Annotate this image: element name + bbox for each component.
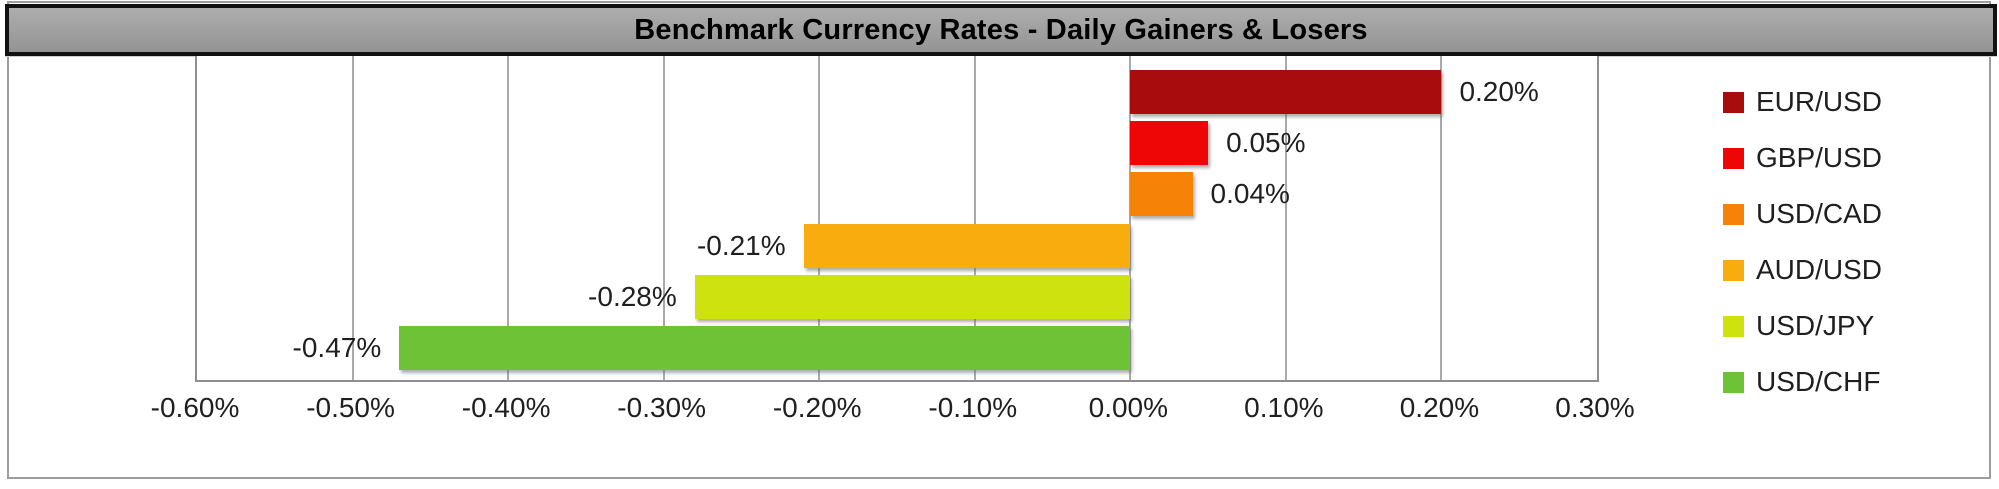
gridline--0.10 (973, 56, 976, 380)
bar-value-label-gbp-usd: 0.05% (1226, 127, 1306, 159)
x-axis: -0.60% -0.50% -0.40% -0.30% -0.20% -0.10% 0.00… (151, 392, 1635, 432)
legend-item-usd-jpy: USD/JPY (1723, 298, 1978, 354)
x-tick-label-0.10: 0.10% (1244, 392, 1324, 423)
legend-swatch-icon (1723, 371, 1744, 393)
legend-item-usd-chf: USD/CHF (1723, 354, 1978, 410)
legend: EUR/USD GBP/USD USD/CAD AUD/USD USD/JPY USD/C… (1723, 74, 1978, 410)
bar-usd-chf (399, 326, 1131, 370)
legend-swatch-icon (1723, 259, 1744, 281)
gridline--0.50 (351, 56, 354, 380)
chart-title: Benchmark Currency Rates - Daily Gainers… (634, 13, 1368, 46)
x-tick-label-0.30: 0.30% (1555, 392, 1635, 423)
legend-item-usd-cad: USD/CAD (1723, 186, 1978, 242)
bar-aud-usd (803, 223, 1131, 268)
legend-label: USD/JPY (1756, 310, 1875, 341)
legend-swatch-icon (1723, 147, 1744, 169)
x-tick-label--0.20: -0.20% (772, 392, 862, 423)
x-tick-label--0.10: -0.10% (928, 392, 1018, 423)
legend-swatch-icon (1723, 203, 1744, 225)
legend-label: AUD/USD (1756, 254, 1883, 285)
gridline-0.20 (1440, 56, 1443, 380)
bar-value-label-eur-usd: 0.20% (1459, 76, 1539, 107)
x-tick-label--0.30: -0.30% (617, 392, 707, 423)
bar-usd-cad (1130, 172, 1193, 217)
x-tick-label-0.00: 0.00% (1088, 392, 1169, 423)
legend-label: GBP/USD (1756, 142, 1883, 173)
legend-item-aud-usd: AUD/USD (1723, 242, 1978, 298)
gridline-0.10 (1284, 56, 1287, 380)
bar-value-label-usd-jpy: -0.28% (588, 280, 677, 312)
bar-eur-usd (1130, 70, 1442, 114)
x-tick-label--0.60: -0.60% (150, 392, 240, 423)
bar-value-label-aud-usd: -0.21% (696, 229, 786, 261)
plot-area: 0.20% 0.05% 0.04% -0.21% -0.28% -0.47% (195, 56, 1599, 382)
gridline--0.20 (818, 56, 821, 380)
bar-value-label-usd-chf: -0.47% (292, 332, 382, 363)
legend-swatch-icon (1723, 91, 1744, 113)
x-tick-label--0.40: -0.40% (461, 392, 551, 423)
x-tick-label--0.50: -0.50% (306, 392, 395, 423)
legend-label: USD/CHF (1756, 366, 1881, 397)
chart-title-bar: Benchmark Currency Rates - Daily Gainers… (5, 4, 1997, 56)
bar-value-label-usd-cad: 0.04% (1210, 178, 1290, 210)
bar-gbp-usd (1130, 121, 1209, 166)
gridline--0.30 (662, 56, 665, 380)
gridline--0.40 (507, 56, 510, 380)
legend-item-gbp-usd: GBP/USD (1723, 130, 1978, 186)
legend-label: USD/CAD (1756, 198, 1883, 229)
bar-usd-jpy (694, 274, 1131, 319)
gridline-0.00 (1129, 56, 1132, 380)
x-tick-label-0.20: 0.20% (1399, 392, 1480, 423)
legend-swatch-icon (1723, 315, 1744, 337)
legend-label: EUR/USD (1756, 86, 1883, 117)
legend-item-eur-usd: EUR/USD (1723, 74, 1978, 130)
